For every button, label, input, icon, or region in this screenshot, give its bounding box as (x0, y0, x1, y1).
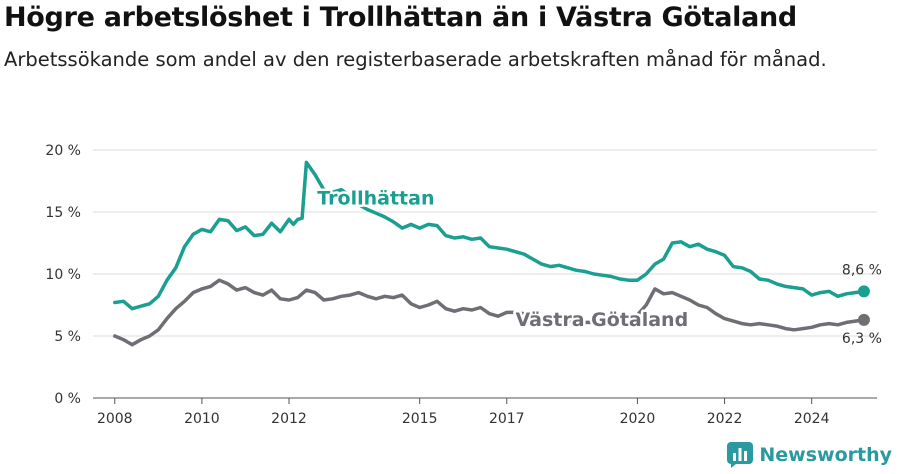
x-tick-label: 2012 (271, 411, 307, 427)
y-tick-label: 10 % (45, 267, 81, 283)
x-tick-label: 2017 (489, 411, 525, 427)
y-axis-ticks: 0 % 5 % 10 % 15 % 20 % (45, 143, 81, 407)
x-tick-label: 2020 (620, 411, 656, 427)
series-label-vastra-gotaland: Västra Götaland (515, 309, 688, 331)
y-tick-label: 20 % (45, 143, 81, 159)
x-tick-label: 2024 (794, 411, 830, 427)
brand-logo: Newsworthy (727, 442, 892, 468)
x-tick-label: 2010 (184, 411, 220, 427)
newsworthy-logo-icon (727, 442, 754, 468)
y-tick-label: 5 % (54, 329, 81, 345)
end-value-label-vastra-gotaland: 6,3 % (842, 331, 882, 347)
x-tick-label: 2015 (402, 411, 438, 427)
y-tick-label: 15 % (45, 205, 81, 221)
series-line-vastra-gotaland (113, 278, 866, 347)
end-value-label-trollhattan: 8,6 % (842, 262, 882, 278)
end-point-vastra-gotaland (857, 313, 870, 326)
chart-subtitle: Arbetssökande som andel av den registerb… (4, 48, 827, 71)
y-tick-label: 0 % (54, 391, 81, 407)
x-axis-ticks: 2008 2010 2012 2015 2017 2020 2022 2024 (97, 398, 830, 427)
gridlines (93, 149, 877, 337)
brand-name: Newsworthy (759, 444, 892, 466)
chart-title: Högre arbetslöshet i Trollhättan än i Vä… (4, 2, 797, 33)
series-line-trollhattan (113, 160, 866, 311)
x-tick-label: 2008 (97, 411, 133, 427)
end-point-trollhattan (857, 285, 870, 298)
series-label-trollhattan: Trollhättan (317, 188, 434, 210)
x-tick-label: 2022 (707, 411, 743, 427)
